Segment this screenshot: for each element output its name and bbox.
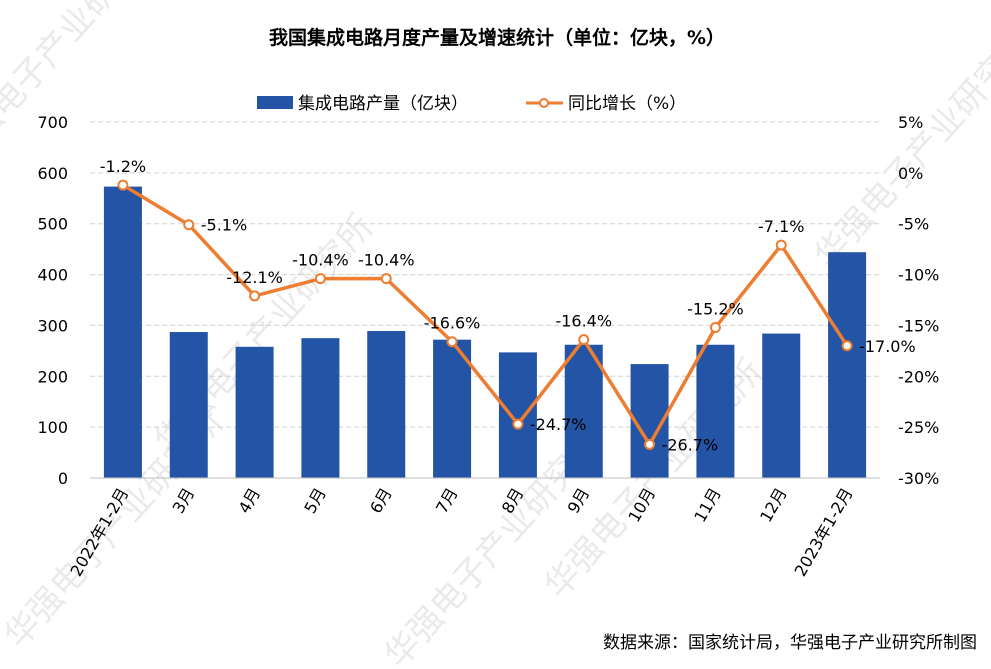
y-right-tick-label: 5% (898, 113, 923, 132)
gridlines (90, 121, 880, 428)
legend-line-marker (539, 98, 549, 108)
line-data-label: -5.1% (201, 216, 247, 235)
legend-bar-label: 集成电路产量（亿块） (298, 94, 468, 114)
x-tick-label: 6月 (366, 485, 396, 517)
line-data-label: -10.4% (292, 251, 349, 270)
y-right-tick-label: -20% (898, 367, 939, 386)
chart-title: 我国集成电路月度产量及增速统计（单位：亿块，%） (269, 26, 725, 49)
y-axis-left: 0 100 200 300 400 500 600 700 (37, 113, 68, 488)
line-marker (446, 336, 458, 348)
line-marker (578, 334, 590, 346)
bar (696, 344, 735, 478)
line-data-label: -7.1% (758, 217, 804, 236)
y-right-tick-label: 0% (898, 164, 923, 183)
y-left-tick-label: 0 (58, 469, 68, 488)
line-data-label: -16.6% (424, 314, 481, 333)
line-data-label: -15.2% (687, 299, 744, 318)
bar (169, 332, 208, 478)
line-data-label: -1.2% (100, 157, 146, 176)
y-axis-right: -30% -25% -20% -15% -10% -5% 0% 5% (898, 113, 939, 488)
y-left-tick-label: 400 (37, 266, 68, 285)
bar (433, 339, 472, 478)
x-tick-label: 2023年1-2月 (791, 485, 857, 580)
bar (103, 186, 142, 479)
line-marker (117, 179, 129, 191)
line-marker (314, 273, 326, 285)
line-data-label: -17.0% (859, 337, 916, 356)
line-data-label: -24.7% (530, 415, 587, 434)
watermark-text: 华强电子产业研究所 (0, 0, 171, 176)
line-marker (775, 239, 787, 251)
line-series (117, 179, 853, 450)
watermark-text: 华强电子产业研究所 (807, 22, 991, 276)
bar (498, 352, 537, 478)
bar (235, 346, 274, 478)
y-right-tick-label: -5% (898, 215, 929, 234)
legend: 集成电路产量（亿块） 同比增长（%） (257, 94, 686, 114)
y-right-tick-label: -15% (898, 316, 939, 335)
x-tick-label: 5月 (300, 485, 330, 517)
line-marker (512, 418, 524, 430)
line-marker (644, 438, 656, 450)
legend-line-label: 同比增长（%） (568, 94, 686, 114)
line-marker (709, 321, 721, 333)
bar (762, 333, 801, 478)
y-left-tick-label: 200 (37, 367, 68, 386)
x-tick-label: 4月 (234, 485, 264, 517)
y-right-tick-label: -10% (898, 266, 939, 285)
legend-bar-swatch (257, 96, 293, 109)
source-note: 数据来源：国家统计局，华强电子产业研究所制图 (603, 633, 977, 653)
y-right-tick-label: -30% (898, 469, 939, 488)
line-data-label: -26.7% (662, 435, 719, 454)
x-tick-label: 11月 (690, 485, 725, 526)
y-left-tick-label: 500 (37, 215, 68, 234)
line-data-label: -16.4% (555, 312, 612, 331)
line-marker (841, 340, 853, 352)
line-marker (380, 273, 392, 285)
x-tick-label: 12月 (756, 485, 791, 526)
line-marker (249, 290, 261, 302)
bar (301, 338, 340, 478)
line-data-label: -10.4% (358, 251, 415, 270)
line-data-label: -12.1% (226, 268, 283, 287)
x-tick-label: 7月 (432, 485, 462, 517)
y-left-tick-label: 700 (37, 113, 68, 132)
line-marker (183, 219, 195, 231)
y-left-tick-label: 300 (37, 316, 68, 335)
bar (367, 331, 406, 478)
bar (828, 252, 867, 478)
y-right-tick-label: -25% (898, 418, 939, 437)
data-labels: -1.2% -5.1% -12.1% -10.4% -10.4% -16.6% -24.7%… (100, 157, 916, 454)
y-left-tick-label: 100 (37, 418, 68, 437)
growth-line (122, 183, 849, 447)
y-left-tick-label: 600 (37, 164, 68, 183)
bar (564, 344, 603, 478)
